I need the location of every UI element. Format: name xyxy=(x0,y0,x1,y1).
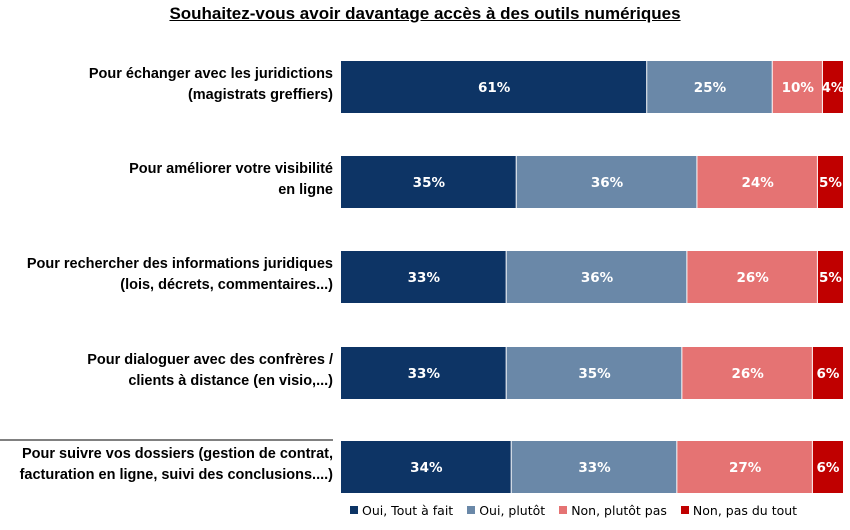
data-label-1-3: 10% xyxy=(782,80,815,96)
bar-segment-2-3 xyxy=(697,156,817,208)
data-label-4-2: 35% xyxy=(578,366,611,382)
legend-item-4: Non, pas du tout xyxy=(680,502,798,518)
legend-label-1: Oui, Tout à fait xyxy=(362,502,454,518)
data-label-4-3: 26% xyxy=(731,366,764,382)
category-label-5-line-2: facturation en ligne, suivi des conclusi… xyxy=(20,467,334,483)
bar-segment-2-2 xyxy=(516,156,697,208)
bar-segment-3-2 xyxy=(506,251,687,303)
data-label-2-1: 35% xyxy=(413,175,446,191)
data-label-1-1: 61% xyxy=(478,80,511,96)
bar-segment-1-4 xyxy=(822,61,843,113)
bar-segment-4-2 xyxy=(506,347,682,399)
bar-segment-4-1 xyxy=(341,347,506,399)
bar-segment-3-1 xyxy=(341,251,506,303)
bar-segment-5-3 xyxy=(677,441,812,493)
data-label-5-4: 6% xyxy=(816,460,839,476)
bar-segment-1-2 xyxy=(647,61,772,113)
data-label-3-2: 36% xyxy=(581,270,614,286)
bars: 61% 25% 10% 4% 35% 36% 24% 5% 33% 36% 26% 5% 33% 35% 2… xyxy=(341,61,845,493)
bar-segment-4-4 xyxy=(812,347,843,399)
legend-item-3: Non, plutôt pas xyxy=(559,503,667,518)
legend-swatch-3 xyxy=(559,506,568,514)
data-label-1-4: 4% xyxy=(821,80,844,96)
chart-title: Souhaitez-vous avoir davantage accès à d… xyxy=(169,4,681,23)
bar-segment-2-4 xyxy=(817,156,843,208)
data-label-2-2: 36% xyxy=(591,175,624,191)
data-label-3-1: 33% xyxy=(408,270,441,286)
bar-segment-1-3 xyxy=(772,61,822,113)
data-label-3-3: 26% xyxy=(736,270,769,286)
category-label-4-line-2: clients à distance (en visio,...) xyxy=(128,373,333,389)
legend-swatch-4 xyxy=(680,506,689,514)
legend-item-1: Oui, Tout à fait xyxy=(350,503,453,518)
data-label-4-1: 33% xyxy=(408,366,441,382)
data-label-5-1: 34% xyxy=(410,460,443,476)
data-label-1-2: 25% xyxy=(694,80,727,96)
bar-segment-2-1 xyxy=(341,156,516,208)
bar-segment-3-4 xyxy=(817,251,843,303)
category-label-3-line-2: (lois, décrets, commentaires...) xyxy=(120,277,333,293)
legend-label-2: Oui, plutôt xyxy=(479,502,546,518)
data-label-5-3: 27% xyxy=(729,460,762,476)
category-label-5-line-1: Pour suivre vos dossiers (gestion de con… xyxy=(22,446,333,462)
bar-segment-5-4 xyxy=(812,441,843,493)
category-label-2-line-1: Pour améliorer votre visibilité xyxy=(129,161,333,177)
bar-segment-5-1 xyxy=(341,441,511,493)
legend: Oui, Tout à fait Oui, plutôt Non, plutôt p… xyxy=(350,500,797,520)
bar-segment-1-1 xyxy=(341,61,647,113)
legend-label-4: Non, pas du tout xyxy=(692,502,798,518)
category-label-4-line-1: Pour dialoguer avec des confrères / xyxy=(87,352,333,368)
category-label-1-line-1: Pour échanger avec les juridictions xyxy=(89,66,333,82)
data-label-2-4: 5% xyxy=(819,175,842,191)
bar-segment-4-3 xyxy=(682,347,812,399)
data-label-2-3: 24% xyxy=(741,175,774,191)
bar-segment-5-2 xyxy=(511,441,677,493)
data-label-3-4: 5% xyxy=(819,270,842,286)
category-label-2-line-2: en ligne xyxy=(278,182,333,198)
category-labels: Pour échanger avec les juridictions (magi… xyxy=(0,66,333,483)
data-label-5-2: 33% xyxy=(578,460,611,476)
legend-label-3: Non, plutôt pas xyxy=(571,502,667,518)
legend-swatch-2 xyxy=(467,506,476,514)
data-label-4-4: 6% xyxy=(816,366,839,382)
category-label-3-line-1: Pour rechercher des informations juridiq… xyxy=(27,256,333,272)
bar-segment-3-3 xyxy=(687,251,817,303)
legend-swatch-1 xyxy=(350,506,358,514)
legend-item-2: Oui, plutôt xyxy=(467,503,545,518)
category-label-1-line-2: (magistrats greffiers) xyxy=(188,87,333,103)
